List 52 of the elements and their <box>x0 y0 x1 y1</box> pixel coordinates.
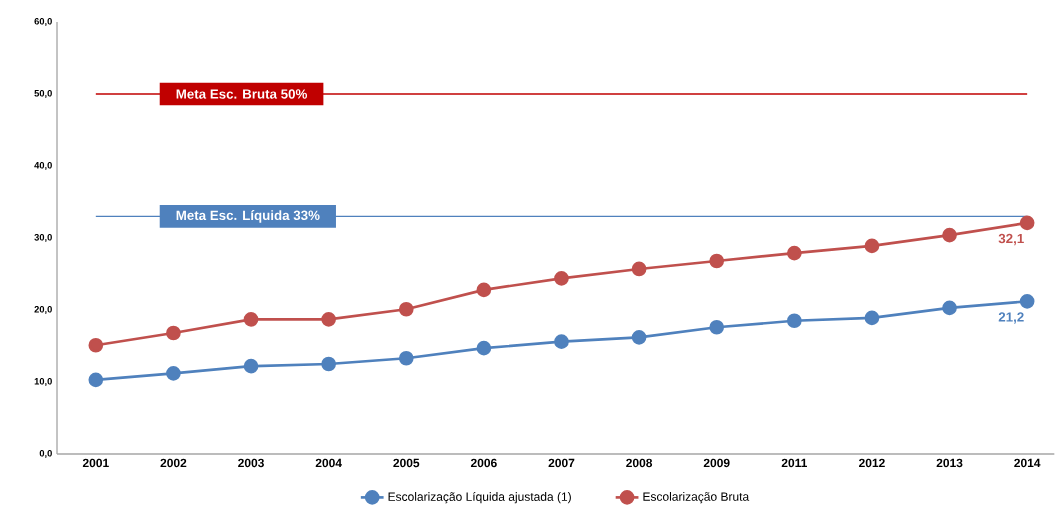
point <box>786 245 802 261</box>
point <box>476 282 492 298</box>
point <box>709 253 725 269</box>
x-tick-label: 2008 <box>626 458 653 468</box>
point <box>864 310 880 326</box>
x-tick-label: 2007 <box>548 458 575 468</box>
x-tick-label: 2003 <box>238 458 264 468</box>
x-tick-label: 2001 <box>82 458 109 468</box>
ref-line-label: Meta Esc. Líquida 33% <box>176 210 320 223</box>
point <box>476 340 492 356</box>
data-label: 21,2 <box>998 312 1024 324</box>
point <box>398 301 414 317</box>
point <box>631 330 647 345</box>
legend-label: Escolarização Líquida ajustada (1) <box>388 491 571 504</box>
point <box>88 337 104 353</box>
point <box>166 325 181 341</box>
y-tick-label: 10,0 <box>34 378 52 386</box>
y-tick-label: 40,0 <box>34 162 52 170</box>
x-tick-label: 2002 <box>160 458 187 468</box>
x-tick-label: 2012 <box>859 458 885 468</box>
x-tick-label: 2009 <box>703 458 730 468</box>
y-tick-label: 30,0 <box>34 234 52 242</box>
y-tick-label: 0,0 <box>39 450 52 458</box>
point <box>398 350 414 366</box>
point <box>554 270 569 286</box>
ref-line-label: Meta Esc. Bruta 50% <box>176 89 308 99</box>
point <box>864 238 880 254</box>
point <box>1019 294 1035 309</box>
point <box>786 313 802 329</box>
y-tick-label: 60,0 <box>34 18 52 26</box>
y-tick-label: 50,0 <box>34 90 52 98</box>
point <box>1019 215 1035 231</box>
x-tick-label: 2005 <box>393 458 420 468</box>
x-tick-label: 2013 <box>936 458 963 468</box>
point <box>709 319 725 335</box>
legend-label: Escolarização Bruta <box>643 492 750 504</box>
point <box>243 312 259 327</box>
x-tick-label: 2014 <box>1014 458 1041 468</box>
x-tick-label: 2006 <box>470 458 497 468</box>
data-label: 32,1 <box>998 233 1024 246</box>
point <box>243 358 259 374</box>
point <box>166 366 181 381</box>
y-tick-label: 20,0 <box>34 306 52 314</box>
point <box>321 356 336 372</box>
point <box>942 227 957 243</box>
point <box>554 334 569 350</box>
point <box>942 300 957 316</box>
point <box>631 261 647 277</box>
point <box>321 312 336 327</box>
point <box>88 372 104 388</box>
x-tick-label: 2004 <box>315 458 342 468</box>
x-tick-label: 2011 <box>781 458 807 468</box>
